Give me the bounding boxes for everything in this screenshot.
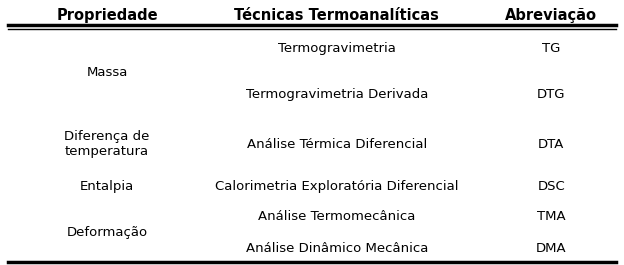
Text: Diferença de
temperatura: Diferença de temperatura [64, 130, 150, 158]
Text: Técnicas Termoanalíticas: Técnicas Termoanalíticas [235, 8, 439, 23]
Text: DSC: DSC [537, 180, 565, 193]
Text: DMA: DMA [536, 242, 567, 255]
Text: Calorimetria Exploratória Diferencial: Calorimetria Exploratória Diferencial [215, 180, 459, 193]
Text: Análise Dinâmico Mecânica: Análise Dinâmico Mecânica [246, 242, 428, 255]
Text: Análise Termomecânica: Análise Termomecânica [258, 210, 416, 223]
Text: DTA: DTA [538, 138, 564, 151]
Text: TG: TG [542, 42, 560, 55]
Text: Entalpia: Entalpia [80, 180, 134, 193]
Text: TMA: TMA [537, 210, 565, 223]
Text: DTG: DTG [537, 88, 565, 101]
Text: Propriedade: Propriedade [56, 8, 158, 23]
Text: Deformação: Deformação [66, 226, 147, 239]
Text: Termogravimetria Derivada: Termogravimetria Derivada [246, 88, 428, 101]
Text: Análise Térmica Diferencial: Análise Térmica Diferencial [246, 138, 427, 151]
Text: Massa: Massa [86, 66, 128, 79]
Text: Abreviação: Abreviação [505, 8, 597, 23]
Text: Termogravimetria: Termogravimetria [278, 42, 396, 55]
